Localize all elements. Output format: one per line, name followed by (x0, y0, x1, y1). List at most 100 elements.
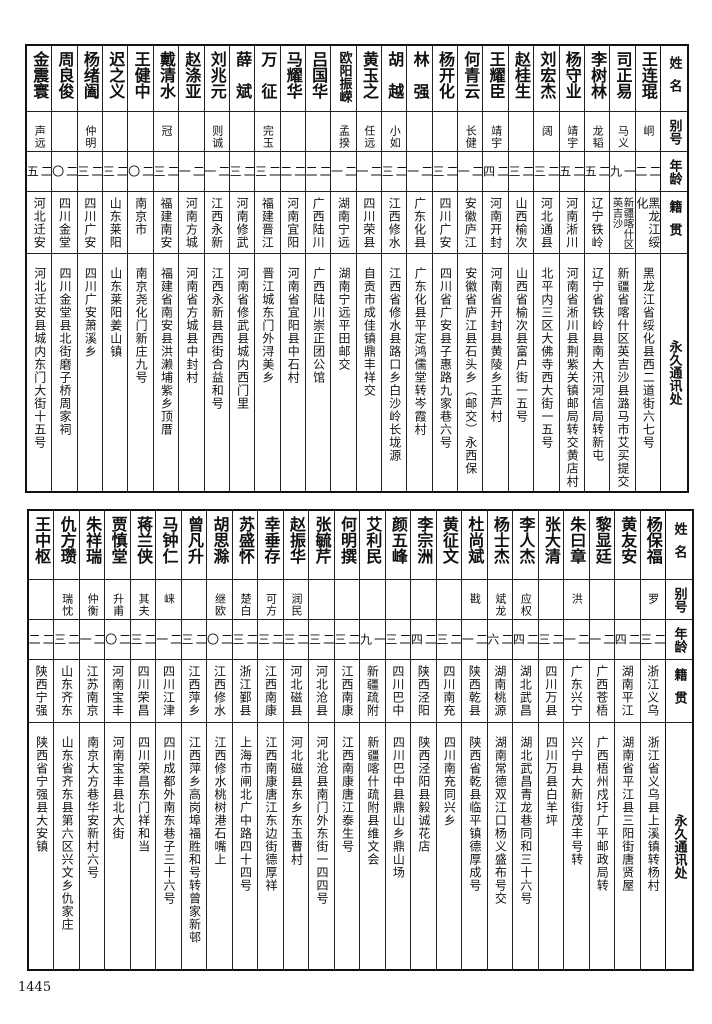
age-cell: 二四 (411, 619, 436, 659)
age-text: 二五 (27, 165, 52, 179)
age-cell: 二一 (331, 151, 356, 191)
alias-cell: 升甫 (105, 579, 130, 619)
age-text: 二三 (382, 165, 407, 179)
address-text: 浙江省义乌县上溪镇转杨村 (646, 736, 661, 892)
name-text: 艾利民 (363, 516, 383, 564)
person-column: 李宗洲 二四 陕西泾阳 陕西泾阳县毅诚花店 (410, 511, 436, 969)
age-cell: 二四 (615, 619, 640, 659)
address-cell: 江西萍乡高岗埠福胜和号转曾家新邨 (181, 722, 207, 969)
age-text: 二三 (77, 165, 103, 179)
alias-text: 任远 (362, 125, 376, 149)
native-text: 广西苍梧 (594, 665, 609, 717)
name-cell: 黄征文 (437, 511, 461, 579)
age-text: 二三 (54, 633, 79, 647)
address-text: 新疆省喀什区英吉沙县潞马市艾买提交 (615, 267, 630, 488)
name-text: 蒋兰侠 (134, 516, 154, 564)
native-cell: 黑龙江绥化 (635, 191, 660, 253)
native-cell: 河南修武 (229, 191, 255, 253)
name-cell: 赵涤亚 (179, 46, 203, 111)
native-cell: 安徽庐江 (458, 191, 483, 253)
native-cell: 福建晋江 (255, 191, 280, 253)
address-cell: 江西南康唐江东边街德厚祥 (258, 722, 283, 969)
alias-cell: 马义 (610, 111, 635, 151)
name-text: 赵振华 (286, 516, 306, 564)
native-text: 南京市 (133, 197, 148, 236)
person-column: 戴清水冠二三 福建南安 福建省南安县洪濑埔紫乡顶厝 (152, 46, 179, 491)
age-text: 二四 (411, 633, 436, 647)
native-text: 广西陆川 (311, 197, 326, 249)
name-cell: 李树林 (585, 46, 609, 111)
address-cell: 山东莱阳姜山镇 (103, 253, 128, 491)
name-cell: 仇方瓒 (54, 511, 78, 579)
alias-text: 声远 (33, 125, 47, 149)
address-text: 四川广安萧溪乡 (83, 267, 98, 358)
age-cell: 二三 (153, 151, 179, 191)
native-cell: 新疆疏附 (360, 659, 385, 722)
age-text: 二一 (356, 165, 382, 179)
native-text: 辽宁铁岭 (590, 197, 605, 249)
age-cell: 二三 (538, 619, 564, 659)
person-column: 王连琨峒二二 黑龙江绥化 黑龙江省绥化县西二道街六七号 (634, 46, 660, 491)
address-text: 南京大方巷华安新村六号 (85, 736, 100, 879)
native-cell: 四川荣县 (356, 191, 382, 253)
header-native: 籍贯 (666, 659, 692, 722)
native-text: 广东化县 (412, 197, 427, 249)
address-cell: 新疆喀什疏附县维文会 (360, 722, 385, 969)
alias-text: 润民 (289, 593, 303, 617)
address-text: 北平内三区大佛寺西大街一五号 (539, 267, 554, 449)
address-text: 湖南宁远平田邮交 (337, 267, 351, 371)
address-text: 河南省开封县黄陵乡王芦村 (489, 267, 504, 423)
address-text: 广西陆川崇正团公馆 (311, 267, 326, 384)
native-cell: 陕西宁强 (28, 659, 54, 722)
name-text: 赵涤亚 (182, 51, 202, 99)
age-text: 二三 (283, 633, 309, 647)
alias-text: 长健 (464, 125, 478, 149)
age-cell: 二三 (382, 151, 407, 191)
address-cell: 四川成都外南东巷子三十六号 (156, 722, 181, 969)
age-text: 二四 (483, 165, 508, 179)
name-cell: 蒋兰侠 (131, 511, 155, 579)
name-text: 幸垂存 (261, 516, 281, 564)
alias-text: 仲明 (83, 125, 97, 149)
address-cell: 河南省开封县黄陵乡王芦村 (483, 253, 508, 491)
native-cell: 辽宁铁岭 (584, 191, 610, 253)
native-cell: 四川广安 (432, 191, 458, 253)
alias-text: 孟揆 (337, 125, 351, 149)
age-text: 二三 (538, 633, 564, 647)
alias-text: 其夫 (137, 593, 151, 617)
native-cell: 江西南康 (334, 659, 360, 722)
address-cell: 四川省广安县子惠路九家巷六号 (432, 253, 458, 491)
native-cell: 河南宜阳 (280, 191, 305, 253)
person-column: 杜尚斌戡二一 陕西乾县 陕西省乾县临平镇德厚成号 (461, 511, 487, 969)
person-column: 赵涤亚 二一 河南方城 河南省方城县中封村 (178, 46, 204, 491)
age-text: 二五 (584, 165, 610, 179)
person-column: 胡思滁 继欧 二〇 江西修水 江西修水桃树港石嘴上 (206, 511, 232, 969)
alias-text: 戡 (468, 593, 482, 605)
alias-cell: 继欧 (207, 579, 232, 619)
address-text: 黑龙江省绥化县西二道街六七号 (641, 267, 656, 449)
person-column: 黄友安 二四 湖南平江 湖南省平江县三阳街唐贤屋 (614, 511, 640, 969)
age-cell: 二一 (156, 619, 181, 659)
person-column: 周良俊 二〇 四川金堂 四川金堂县北街磨子桥周家祠 (51, 46, 77, 491)
native-text: 湖北武昌 (518, 665, 533, 717)
alias-text: 完玉 (261, 125, 275, 149)
address-text: 辽宁省铁岭县南大汛河信局转新屯 (590, 267, 605, 462)
address-cell: 河北迁安县城内东门大街十五号 (27, 253, 52, 491)
name-cell: 司正易 (610, 46, 634, 111)
native-text: 福建南安 (158, 197, 173, 249)
age-text: 二〇 (105, 633, 130, 647)
age-text: 二三 (153, 165, 179, 179)
address-text: 河南宝丰县北大街 (111, 736, 126, 840)
address-text: 江西南康唐江泰生号 (340, 736, 355, 853)
native-text: 新疆喀什区英吉沙 (611, 197, 635, 250)
native-cell: 江苏南京 (79, 659, 105, 722)
native-text: 河南开封 (488, 197, 503, 249)
age-cell: 二三 (508, 151, 534, 191)
alias-cell: 声远 (27, 111, 52, 151)
header-name: 姓名 (671, 522, 687, 568)
age-text: 一九 (610, 165, 635, 179)
native-cell: 陕西乾县 (462, 659, 487, 722)
native-cell: 新疆喀什区英吉沙 (610, 191, 635, 253)
alias-cell (103, 111, 128, 151)
person-column: 王中枢 二二 陕西宁强 陕西省宁强县大安镇 (28, 511, 54, 969)
